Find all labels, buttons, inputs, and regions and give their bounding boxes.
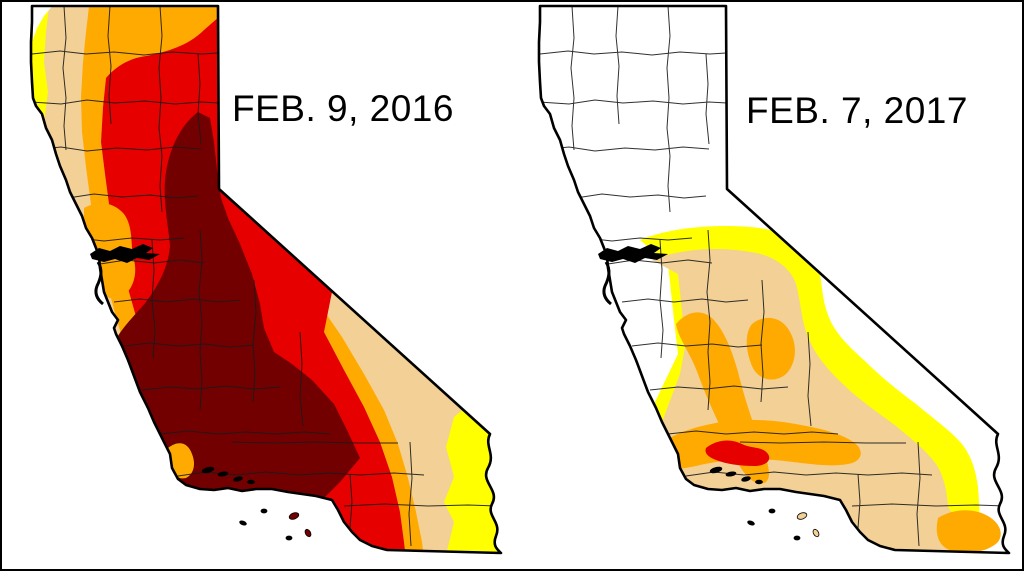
d4-exceptional-drought-region <box>118 112 360 516</box>
island-san-clemente <box>304 528 312 538</box>
island-catalina <box>796 512 808 520</box>
d2-severe-central-coast-patch <box>168 443 194 479</box>
island <box>755 479 763 485</box>
date-label-2017: FEB. 7, 2017 <box>746 90 968 131</box>
island <box>239 520 247 526</box>
island <box>201 466 215 474</box>
island <box>217 471 229 477</box>
sf-bay-delta-water <box>90 244 160 263</box>
island <box>768 508 776 514</box>
d1-moderate-drought-region <box>652 248 978 553</box>
island-catalina <box>288 512 300 520</box>
island-san-clemente <box>812 528 820 538</box>
island <box>747 520 755 526</box>
d2-severe-drought-region-west <box>81 6 224 400</box>
d3-extreme-ventura-spot <box>705 440 770 466</box>
island <box>247 479 255 485</box>
island <box>793 535 801 541</box>
d2-severe-sierra-foothill-patch <box>746 317 795 380</box>
california-drought-map-2017 <box>537 4 1011 555</box>
date-label-2016: FEB. 9, 2016 <box>232 88 454 129</box>
channel-islands <box>709 466 820 541</box>
drought-regions-2017 <box>539 6 1009 553</box>
island <box>741 476 751 482</box>
island <box>233 476 243 482</box>
channel-islands <box>201 466 312 541</box>
no-drought-northwest-sliver <box>32 6 54 40</box>
island <box>725 471 737 477</box>
california-drought-map-2016 <box>29 4 503 555</box>
sf-bay-delta-water <box>598 244 668 263</box>
island <box>709 466 723 474</box>
d2-severe-imperial-patch <box>936 510 1001 553</box>
d2-severe-santa-barbara-coast-patch <box>636 438 674 470</box>
island <box>260 508 268 514</box>
island <box>285 535 293 541</box>
